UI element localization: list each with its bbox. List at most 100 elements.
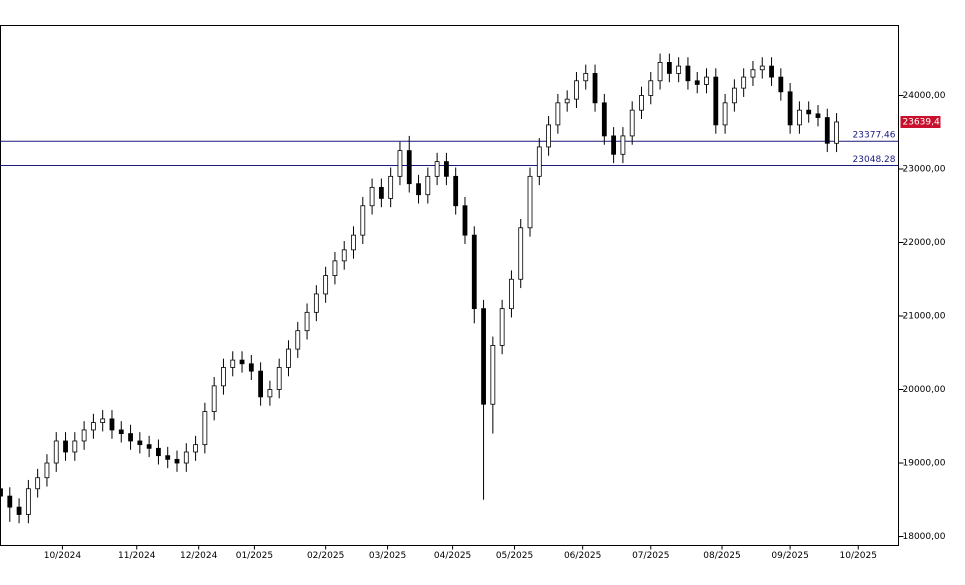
candle-body bbox=[341, 249, 347, 262]
x-tick-label: 04/2025 bbox=[434, 551, 471, 561]
candle-body bbox=[35, 477, 41, 490]
candle-body bbox=[425, 175, 431, 196]
candle-body bbox=[444, 161, 449, 177]
candle-body bbox=[769, 65, 774, 78]
candle-body bbox=[639, 95, 644, 111]
candle-body bbox=[230, 359, 236, 368]
candle-body bbox=[313, 293, 319, 313]
candle-body bbox=[248, 363, 254, 372]
candle-body bbox=[109, 418, 115, 431]
candle-body bbox=[267, 389, 273, 398]
level-label: 23048.28 bbox=[853, 155, 896, 165]
candle-body bbox=[7, 495, 13, 508]
candle-body bbox=[536, 146, 542, 177]
y-tick-label: 20000,00 bbox=[903, 385, 946, 395]
candle-body bbox=[713, 76, 719, 126]
candle-body bbox=[239, 359, 245, 365]
candle-body bbox=[583, 73, 589, 82]
x-tick-label: 07/2025 bbox=[632, 551, 669, 561]
candle-body bbox=[137, 440, 143, 446]
y-tick-label: 23000,00 bbox=[903, 164, 946, 174]
candle-body bbox=[276, 367, 282, 390]
candle-body bbox=[193, 444, 198, 453]
candle-body bbox=[824, 117, 830, 144]
candle-body bbox=[100, 418, 106, 423]
candle-body bbox=[834, 121, 839, 144]
candle-body bbox=[704, 76, 709, 85]
candle-body bbox=[332, 260, 338, 276]
candle-body bbox=[759, 65, 765, 71]
y-tick-label: 18000,00 bbox=[903, 532, 946, 542]
candle-body bbox=[481, 308, 486, 405]
y-tick-label: 24000,00 bbox=[903, 91, 946, 101]
candle-body bbox=[657, 62, 663, 82]
candle-body bbox=[620, 135, 626, 155]
x-tick-label: 10/2025 bbox=[840, 551, 877, 561]
candle-body bbox=[369, 186, 375, 207]
candle-body bbox=[629, 109, 635, 137]
candle-body bbox=[0, 488, 3, 497]
candle-body bbox=[490, 345, 496, 405]
candle-body bbox=[648, 80, 654, 96]
candle-body bbox=[509, 278, 514, 310]
candle-body bbox=[378, 186, 384, 199]
candle-body bbox=[397, 150, 403, 177]
candle-body bbox=[351, 234, 356, 251]
x-tick-label: 11/2024 bbox=[118, 551, 156, 561]
candle-body bbox=[221, 367, 226, 387]
x-tick-label: 10/2024 bbox=[44, 551, 82, 561]
candle-body bbox=[462, 205, 468, 236]
x-tick-label: 02/2025 bbox=[307, 551, 344, 561]
candle-body bbox=[666, 62, 672, 74]
level-label: 23377.46 bbox=[853, 131, 896, 141]
last-price-label: 23639,41 bbox=[903, 117, 946, 127]
y-tick-label: 19000,00 bbox=[903, 459, 946, 469]
x-tick-label: 01/2025 bbox=[236, 551, 273, 561]
x-tick-label: 05/2025 bbox=[496, 551, 533, 561]
last-price-box bbox=[900, 115, 941, 128]
y-tick-label: 22000,00 bbox=[903, 238, 946, 248]
plot-frame bbox=[0, 25, 899, 546]
candle-body bbox=[685, 65, 691, 82]
x-tick-label: 09/2025 bbox=[771, 551, 808, 561]
candle-body bbox=[453, 175, 459, 207]
candle-body bbox=[750, 69, 756, 78]
candle-body bbox=[416, 183, 421, 196]
candle-body bbox=[44, 462, 50, 479]
candle-body bbox=[90, 422, 96, 431]
candle-body bbox=[564, 98, 570, 104]
candle-body bbox=[25, 488, 31, 515]
candle-body bbox=[778, 76, 784, 93]
candle-body bbox=[731, 87, 737, 104]
candle-body bbox=[722, 102, 728, 126]
candle-body bbox=[806, 109, 812, 115]
candle-body bbox=[388, 175, 394, 199]
candle-body bbox=[156, 447, 161, 457]
candle-body bbox=[286, 348, 291, 368]
candle-body bbox=[676, 65, 682, 74]
y-tick-label: 21000,00 bbox=[903, 312, 946, 322]
candle-body bbox=[601, 102, 607, 137]
candle-body bbox=[146, 444, 152, 449]
candle-body bbox=[72, 440, 78, 453]
candle-body bbox=[211, 385, 217, 412]
candle-body bbox=[128, 433, 133, 442]
candle-body bbox=[304, 311, 310, 332]
candle-body bbox=[16, 506, 22, 515]
candle-body bbox=[499, 308, 505, 346]
candle-body bbox=[694, 80, 700, 85]
candle-body bbox=[471, 234, 477, 310]
candle-body bbox=[183, 451, 189, 464]
candle-body bbox=[202, 411, 208, 446]
candle-body bbox=[406, 150, 412, 185]
candle-body bbox=[518, 227, 524, 280]
candle-body bbox=[295, 330, 301, 350]
candle-body bbox=[174, 458, 180, 464]
candle-body bbox=[592, 73, 598, 104]
candle-body bbox=[815, 113, 821, 118]
candle-body bbox=[574, 80, 579, 100]
candle-body bbox=[434, 161, 440, 177]
x-tick-label: 08/2025 bbox=[703, 551, 740, 561]
candle-body bbox=[258, 370, 264, 398]
